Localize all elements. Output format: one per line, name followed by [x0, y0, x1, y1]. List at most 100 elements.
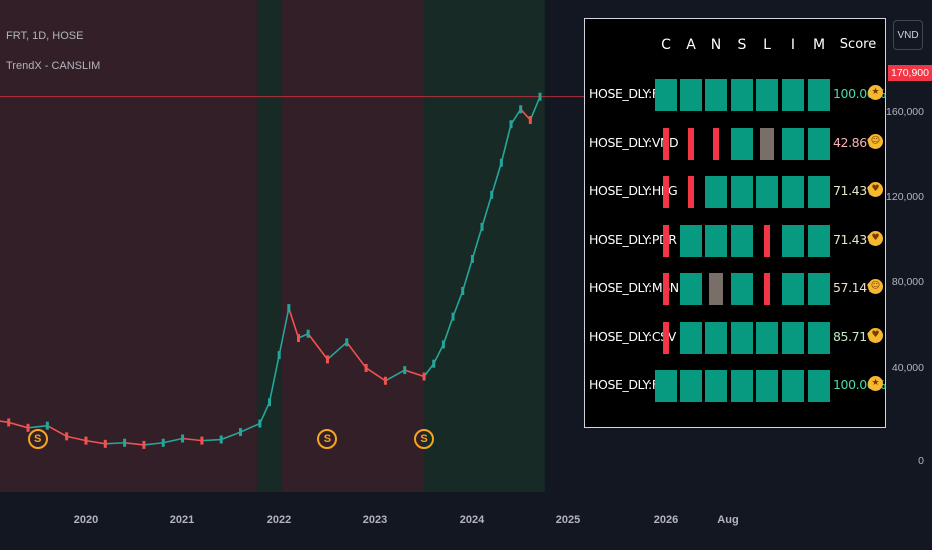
- row-symbol: HOSE_DLY:PDR: [589, 231, 677, 247]
- chart-area[interactable]: FRT, 1D, HOSE TrendX - CANSLIM S S S C A N…: [0, 0, 886, 492]
- price-segment: [404, 369, 425, 378]
- price-segment: [520, 108, 531, 121]
- price-segment: [365, 367, 386, 382]
- criterion-cell-s: [731, 370, 753, 402]
- price-point: [451, 312, 455, 321]
- price-point: [142, 440, 146, 449]
- criterion-cell-i: [782, 224, 804, 257]
- signal-badge[interactable]: S: [27, 429, 48, 449]
- price-point: [258, 419, 262, 428]
- criterion-cell-m: [808, 224, 830, 257]
- heart-eyes-emoji: ♥: [868, 327, 883, 343]
- price-segment: [46, 424, 68, 438]
- background-zone: [424, 0, 545, 492]
- price-segment: [27, 424, 48, 429]
- currency-button[interactable]: VND: [893, 20, 923, 50]
- criterion-cell-s: [731, 127, 753, 160]
- criterion-cell-m: [808, 321, 830, 354]
- criterion-cell-a: [680, 370, 702, 402]
- header-m: M: [812, 37, 826, 53]
- price-segment: [143, 441, 164, 446]
- price-segment: [346, 341, 367, 369]
- row-symbol: HOSE_DLY:CSV: [589, 328, 676, 344]
- signal-badge[interactable]: S: [414, 429, 435, 449]
- price-point: [123, 438, 127, 447]
- criterion-cell-m: [808, 127, 830, 160]
- header-n: N: [710, 37, 722, 53]
- price-point: [432, 359, 436, 368]
- smiling-sunglasses-emoji: ☺: [868, 279, 883, 294]
- row-symbol: HOSE_DLY:MSN: [589, 280, 679, 295]
- price-segment: [326, 341, 348, 360]
- price-point: [490, 190, 494, 199]
- criterion-cell-c: [663, 127, 669, 160]
- price-segment: [220, 431, 241, 441]
- price-point: [480, 222, 484, 231]
- table-row: HOSE_DLY:FRT 100.00% ★: [585, 75, 886, 115]
- criterion-cell-s: [731, 79, 753, 111]
- criterion-cell-l: [756, 370, 778, 402]
- star-struck-emoji: ★: [868, 85, 883, 100]
- price-segment: [268, 354, 280, 403]
- row-score: 42.86%: [833, 134, 879, 150]
- criterion-cell-a: [680, 79, 702, 111]
- price-segment: [433, 344, 445, 365]
- criterion-cell-i: [782, 370, 804, 402]
- price-point: [296, 334, 300, 343]
- criterion-cell-a: [688, 176, 694, 208]
- y-tick: 120,000: [886, 191, 924, 203]
- criterion-cell-c: [663, 224, 669, 257]
- criterion-cell-m: [808, 370, 830, 402]
- criterion-cell-s: [731, 176, 753, 208]
- header-l: L: [763, 37, 771, 53]
- header-score: Score: [839, 37, 877, 52]
- price-segment: [201, 438, 222, 442]
- price-segment: [452, 290, 464, 317]
- header-s: S: [737, 37, 747, 53]
- criterion-cell-m: [808, 176, 830, 208]
- criterion-cell-n: [705, 224, 727, 257]
- table-row: HOSE_DLY:MSN 57.14% ☺: [585, 269, 885, 309]
- table-row: HOSE_DLY:PDR 71.43% ♥: [585, 221, 885, 261]
- price-segment: [529, 96, 541, 121]
- indicator-legend[interactable]: TrendX - CANSLIM: [6, 60, 101, 72]
- row-symbol: HOSE_DLY:HPG: [589, 183, 678, 198]
- price-point: [509, 120, 513, 129]
- price-point: [84, 436, 88, 445]
- price-chart[interactable]: [0, 0, 886, 492]
- x-tick: 2022: [266, 514, 292, 526]
- price-segment: [85, 439, 106, 445]
- criterion-cell-i: [782, 321, 804, 354]
- price-segment: [278, 307, 290, 356]
- y-tick: 160,000: [886, 106, 924, 118]
- signal-badge[interactable]: S: [317, 429, 338, 449]
- time-axis[interactable]: 2020 2021 2022 2023 2024 2025 2026 Aug: [0, 492, 886, 550]
- criterion-cell-s: [731, 273, 753, 305]
- criterion-cell-a: [680, 321, 702, 354]
- criterion-cell-l: [756, 176, 778, 208]
- smiling-sunglasses-emoji: ☺: [868, 133, 883, 149]
- criterion-cell-m: [808, 79, 830, 111]
- price-segment: [8, 421, 29, 429]
- x-tick: Aug: [717, 514, 739, 526]
- table-row: HOSE_DLY:VND 42.86% ☺: [585, 124, 885, 164]
- table-row: HOSE_DLY:CSV 85.71% ♥: [585, 318, 885, 358]
- price-axis[interactable]: 160,000 120,000 80,000 40,000 0: [886, 0, 932, 492]
- star-struck-emoji: ★: [868, 376, 883, 391]
- canslim-table: C A N S L I M Score HOSE_DLY:FRT 100.00% ★…: [584, 18, 886, 428]
- price-point: [364, 363, 368, 372]
- price-point: [277, 351, 281, 360]
- criterion-cell-l: [764, 273, 770, 305]
- price-point: [383, 376, 387, 385]
- y-tick: 0: [918, 455, 924, 467]
- x-tick: 2021: [169, 514, 195, 526]
- symbol-legend[interactable]: FRT, 1D, HOSE: [6, 30, 84, 42]
- price-point: [26, 423, 30, 432]
- price-segment: [105, 441, 125, 445]
- background-zone: [256, 0, 283, 492]
- criterion-cell-s: [731, 224, 753, 257]
- criterion-cell-c: [655, 79, 677, 111]
- row-score: 57.14%: [833, 280, 879, 295]
- criterion-cell-n: [705, 79, 727, 111]
- criterion-cell-c: [655, 370, 677, 402]
